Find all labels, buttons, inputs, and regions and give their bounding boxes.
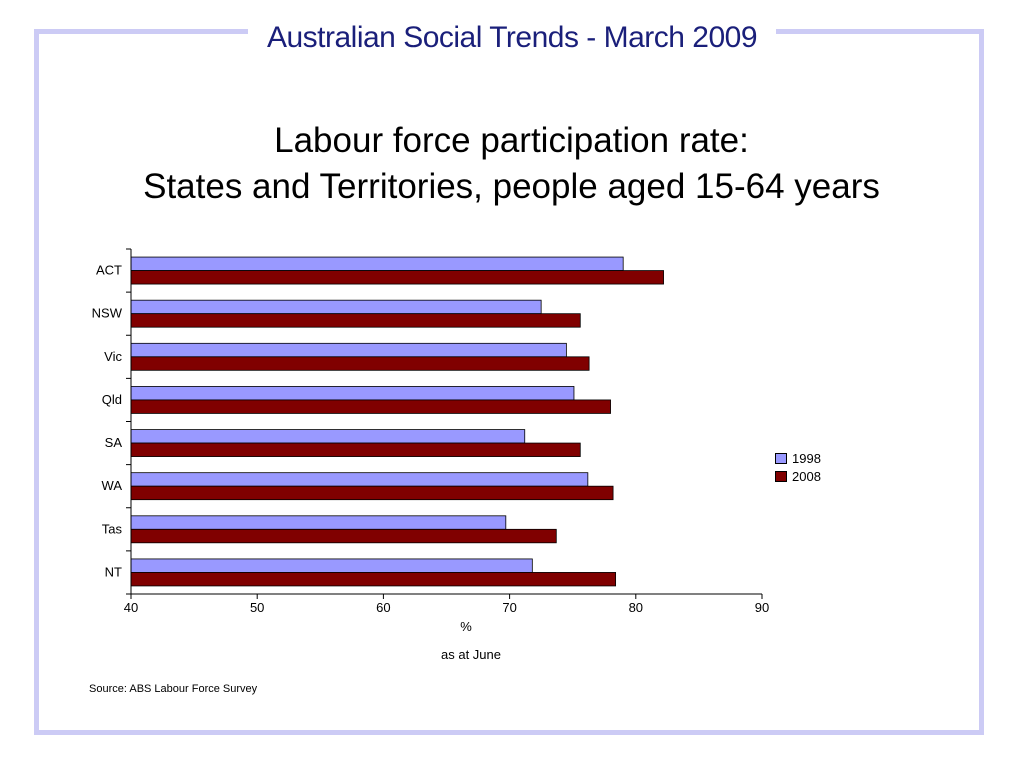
bar-nsw-1998 xyxy=(130,299,542,315)
x-tick-label-60: 60 xyxy=(376,600,390,615)
slide-header-title: Australian Social Trends - March 2009 xyxy=(248,18,776,58)
y-tick-label-qld: Qld xyxy=(102,392,122,407)
bar-tas-2008 xyxy=(130,528,557,544)
x-tick-label-50: 50 xyxy=(250,600,264,615)
bar-tas-1998 xyxy=(130,515,507,530)
chart-bars xyxy=(130,256,664,587)
bar-sa-1998 xyxy=(130,429,526,444)
chart-title: Labour force participation rate: States … xyxy=(0,118,1023,210)
y-tick-label-nsw: NSW xyxy=(92,306,123,321)
legend-swatch-1998 xyxy=(775,452,787,464)
chart-title-line-1: Labour force participation rate: xyxy=(274,121,749,160)
bar-vic-1998 xyxy=(130,342,567,358)
bar-qld-1998 xyxy=(130,386,575,401)
bar-act-2008 xyxy=(130,270,664,285)
x-axis-label: % xyxy=(460,619,472,634)
x-tick-label-70: 70 xyxy=(502,600,516,615)
chart-axes: ACT NSW Vic Qld SA WA Tas NT 40 50 60 70 80 90 xyxy=(92,248,769,615)
y-tick-label-tas: Tas xyxy=(102,521,123,536)
bar-nt-2008 xyxy=(130,572,617,587)
y-tick-label-wa: WA xyxy=(102,478,123,493)
y-tick-label-act: ACT xyxy=(96,263,122,278)
y-tick-label-vic: Vic xyxy=(104,349,122,364)
x-tick-label-90: 90 xyxy=(755,600,769,615)
bar-wa-1998 xyxy=(130,472,589,487)
x-tick-label-80: 80 xyxy=(629,600,643,615)
source-note: Source: ABS Labour Force Survey xyxy=(89,683,258,695)
x-tick-label-40: 40 xyxy=(124,600,138,615)
chart-title-line-2: States and Territories, people aged 15-6… xyxy=(143,167,880,206)
legend-item-2008: 2008 xyxy=(775,467,821,485)
bar-act-1998 xyxy=(130,256,624,271)
bar-nt-1998 xyxy=(130,558,533,573)
legend-label-1998: 1998 xyxy=(792,450,821,466)
bar-wa-2008 xyxy=(130,485,614,501)
legend-swatch-2008 xyxy=(775,470,787,482)
legend-item-1998: 1998 xyxy=(775,449,821,467)
y-tick-label-nt: NT xyxy=(105,564,122,579)
y-tick-label-sa: SA xyxy=(105,435,123,450)
bar-vic-2008 xyxy=(130,356,590,371)
chart-legend: 1998 2008 xyxy=(775,449,821,485)
bar-nsw-2008 xyxy=(130,313,581,328)
legend-label-2008: 2008 xyxy=(792,468,821,484)
chart-note: as at June xyxy=(441,647,501,662)
bar-sa-2008 xyxy=(130,442,581,457)
bar-qld-2008 xyxy=(130,399,611,414)
